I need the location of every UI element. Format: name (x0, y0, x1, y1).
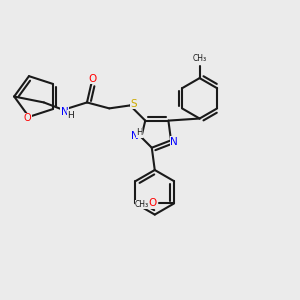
Text: CH₃: CH₃ (193, 54, 207, 63)
Text: S: S (130, 99, 137, 109)
Text: H: H (136, 128, 143, 137)
Text: N: N (170, 137, 178, 147)
Text: O: O (148, 198, 157, 208)
Text: H: H (67, 111, 74, 120)
Text: CH₃: CH₃ (135, 200, 149, 209)
Text: N: N (131, 131, 139, 141)
Text: N: N (61, 107, 69, 117)
Text: O: O (24, 113, 31, 123)
Text: O: O (88, 74, 96, 84)
